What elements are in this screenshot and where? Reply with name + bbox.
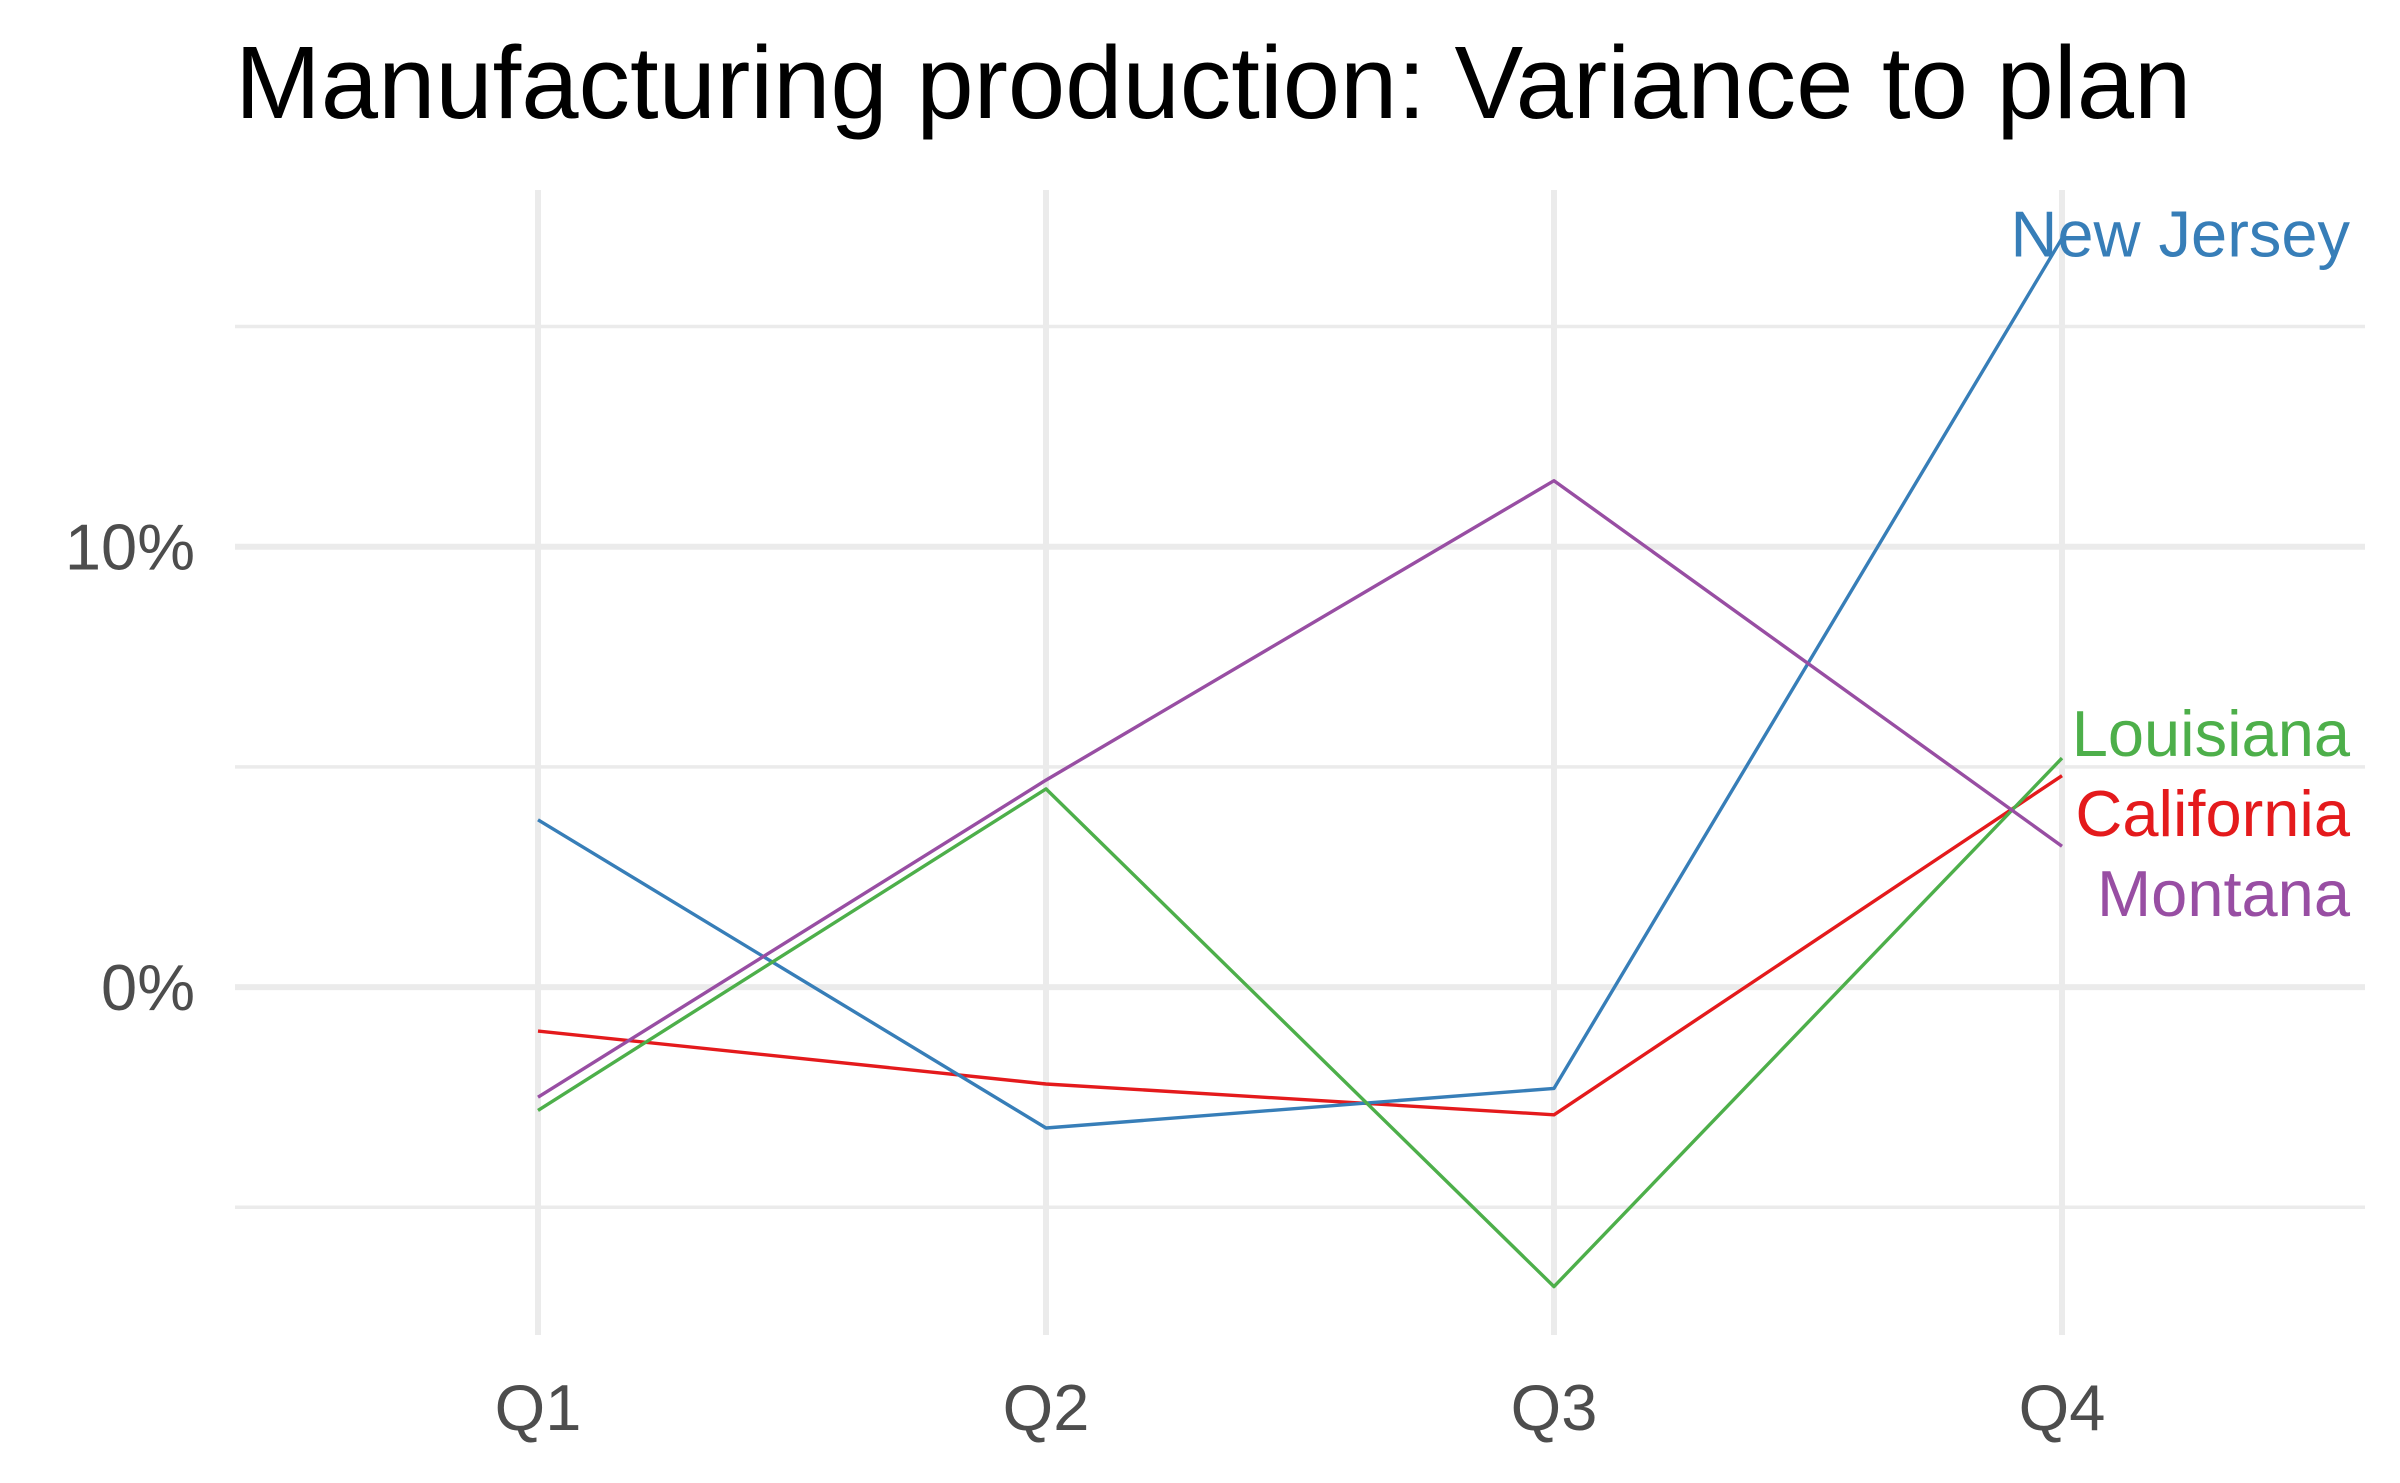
y-axis-tick-labels: 0% 10%: [65, 511, 195, 1024]
series-label-montana: Montana: [2097, 857, 2351, 930]
series-label-louisiana: Louisiana: [2072, 697, 2351, 770]
y-tick-label: 0%: [101, 951, 195, 1024]
x-axis-tick-labels: Q1 Q2 Q3 Q4: [495, 1371, 2106, 1444]
series-line-california: [537, 774, 2063, 1117]
series-line-louisiana: [537, 756, 2064, 1289]
series-label-new-jersey: New Jersey: [2010, 197, 2350, 270]
series-label-california: California: [2075, 777, 2350, 850]
gridlines: [235, 190, 2365, 1335]
y-tick-label: 10%: [65, 511, 195, 584]
x-tick-label: Q4: [2019, 1371, 2106, 1444]
series-line-montana: [537, 479, 2063, 1099]
x-tick-label: Q1: [495, 1371, 582, 1444]
x-tick-label: Q3: [1511, 1371, 1598, 1444]
chart-title: Manufacturing production: Variance to pl…: [235, 25, 2191, 140]
x-tick-label: Q2: [1003, 1371, 1090, 1444]
series-lines: [537, 237, 2064, 1289]
